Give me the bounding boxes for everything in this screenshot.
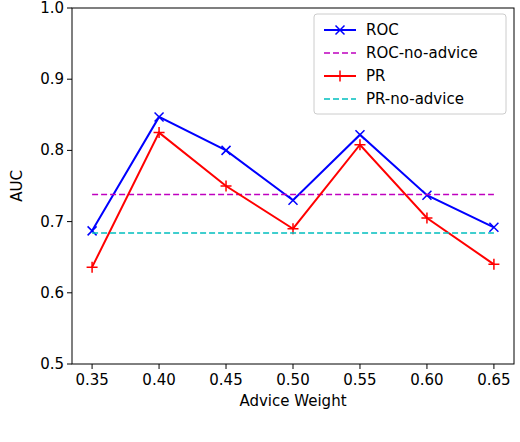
marker (154, 127, 165, 138)
marker (355, 130, 364, 139)
x-tick (226, 364, 227, 369)
x-tick-label: 0.40 (142, 371, 175, 389)
marker (87, 262, 98, 273)
x-tick (493, 364, 494, 369)
y-axis-label: AUC (8, 170, 26, 202)
legend-label: PR-no-advice (366, 90, 464, 108)
x-axis-label: Advice Weight (239, 392, 346, 410)
y-tick (67, 8, 72, 9)
x-tick-label: 0.60 (410, 371, 443, 389)
y-tick (67, 79, 72, 80)
marker (421, 213, 432, 224)
y-tick (67, 221, 72, 222)
marker (289, 196, 298, 205)
x-tick (293, 364, 294, 369)
x-tick (426, 364, 427, 369)
legend-swatch (324, 52, 356, 54)
legend-box (314, 14, 506, 114)
y-tick-label: 0.6 (40, 284, 64, 302)
y-tick (67, 150, 72, 151)
frame (72, 8, 514, 364)
plot-area (87, 112, 500, 272)
x-tick-label: 0.65 (477, 371, 510, 389)
series-line (92, 194, 494, 196)
legend-marker (335, 71, 346, 82)
series-line (92, 232, 494, 234)
chart: 0.35 0.40 0.45 0.50 0.55 0.60 0.65 0.5 0.6 0.7 0.8… (0, 0, 520, 442)
y-tick (67, 364, 72, 365)
series-line (92, 133, 494, 268)
y-tick (67, 292, 72, 293)
marker (222, 146, 231, 155)
y-tick-label: 0.7 (40, 213, 64, 231)
y-tick-label: 0.9 (40, 70, 64, 88)
marker (221, 181, 232, 192)
legend-label: ROC-no-advice (366, 44, 478, 62)
marker (488, 259, 499, 270)
x-tick (359, 364, 360, 369)
legend-swatch (324, 98, 356, 100)
legend: ROC ROC-no-advice PR PR-no-advice (314, 14, 506, 114)
marker (489, 223, 498, 232)
y-tick-label: 0.5 (40, 355, 64, 373)
legend-label: PR (366, 67, 385, 85)
x-tick-label: 0.50 (276, 371, 309, 389)
y-tick-label: 0.8 (40, 141, 64, 159)
y-tick-label: 1.0 (40, 0, 64, 17)
x-tick-label: 0.35 (75, 371, 108, 389)
x-tick-label: 0.55 (343, 371, 376, 389)
marker (88, 226, 97, 235)
marker (155, 112, 164, 121)
legend-marker (336, 26, 345, 35)
x-tick (92, 364, 93, 369)
x-tick (159, 364, 160, 369)
marker (354, 139, 365, 150)
x-tick-label: 0.45 (209, 371, 242, 389)
legend-label: ROC (366, 21, 399, 39)
series-line (92, 117, 494, 231)
